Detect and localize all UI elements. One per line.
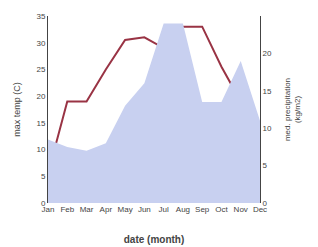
svg-text:25: 25 — [36, 65, 45, 74]
svg-text:Aug: Aug — [176, 205, 190, 214]
svg-text:10: 10 — [36, 145, 45, 154]
svg-text:0: 0 — [263, 199, 268, 208]
svg-text:Feb: Feb — [60, 205, 74, 214]
svg-text:0: 0 — [41, 199, 46, 208]
svg-text:Jan: Jan — [42, 205, 55, 214]
svg-text:35: 35 — [36, 12, 45, 21]
svg-text:5: 5 — [263, 161, 268, 170]
svg-text:Jun: Jun — [138, 205, 151, 214]
svg-text:10: 10 — [263, 124, 272, 133]
svg-text:med. precipitation(kg/m2): med. precipitation(kg/m2) — [283, 78, 302, 141]
svg-text:Apr: Apr — [100, 205, 113, 214]
svg-text:max temp (C): max temp (C) — [12, 82, 22, 137]
svg-text:Dec: Dec — [253, 205, 267, 214]
svg-text:Sep: Sep — [195, 205, 210, 214]
svg-text:20: 20 — [36, 92, 45, 101]
svg-text:Nov: Nov — [234, 205, 248, 214]
svg-text:5: 5 — [41, 172, 46, 181]
svg-text:Oct: Oct — [215, 205, 228, 214]
svg-text:Jul: Jul — [159, 205, 169, 214]
svg-text:Mar: Mar — [80, 205, 94, 214]
svg-text:15: 15 — [36, 119, 45, 128]
svg-text:15: 15 — [263, 87, 272, 96]
svg-text:date (month): date (month) — [124, 234, 185, 245]
svg-text:May: May — [118, 205, 133, 214]
svg-text:30: 30 — [36, 39, 45, 48]
svg-text:20: 20 — [263, 49, 272, 58]
